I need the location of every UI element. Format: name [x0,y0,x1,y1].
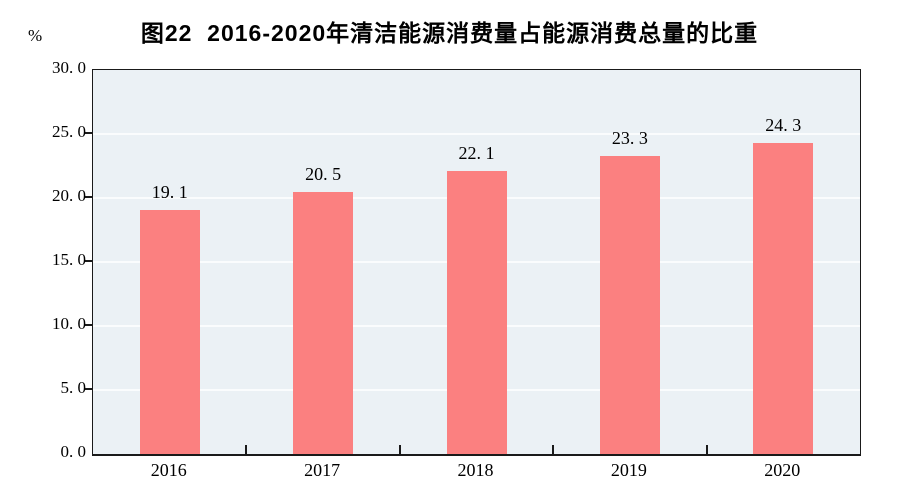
y-tick-mark [85,132,93,134]
bar-value-label-2016: 19. 1 [151,181,188,202]
x-label-2017: 2017 [304,460,341,480]
bar-2018 [446,171,507,454]
bar-value-label-2018: 22. 1 [458,143,495,164]
gridline-y-25 [93,133,860,135]
y-tick-mark [85,388,93,390]
bar-2016 [139,209,200,454]
y-axis-unit-label: % [28,26,43,45]
bar-value-label-2020: 24. 3 [765,114,802,135]
x-label-2020: 2020 [764,460,801,480]
x-label-2018: 2018 [457,460,494,480]
bar-2017 [293,191,354,454]
chart-title: 图22 2016-2020年清洁能源消费量占能源消费总量的比重 [140,20,759,46]
bar-2020 [753,142,814,454]
x-label-2016: 2016 [150,460,187,480]
y-tick-label-0: 0. 0 [60,442,87,461]
y-tick-label-20: 20. 0 [52,186,86,205]
bar-2019 [599,155,660,454]
y-tick-label-15: 15. 0 [52,250,86,269]
y-tick-label-5: 5. 0 [60,378,87,397]
x-tick-mark [552,445,555,454]
plot-area: 19. 1 20. 5 22. 1 23. 3 24. 3 [92,69,861,456]
x-tick-mark [398,445,401,454]
y-tick-label-10: 10. 0 [52,314,86,333]
y-tick-label-25: 25. 0 [52,122,86,141]
bar-value-label-2017: 20. 5 [305,163,342,184]
x-tick-mark [245,445,248,454]
y-tick-mark [85,260,93,262]
y-tick-mark [85,196,93,198]
x-tick-mark [705,445,708,454]
x-label-2019: 2019 [610,460,647,480]
y-tick-mark [85,324,93,326]
y-tick-label-30: 30. 0 [52,58,86,77]
bar-value-label-2019: 23. 3 [611,127,648,148]
